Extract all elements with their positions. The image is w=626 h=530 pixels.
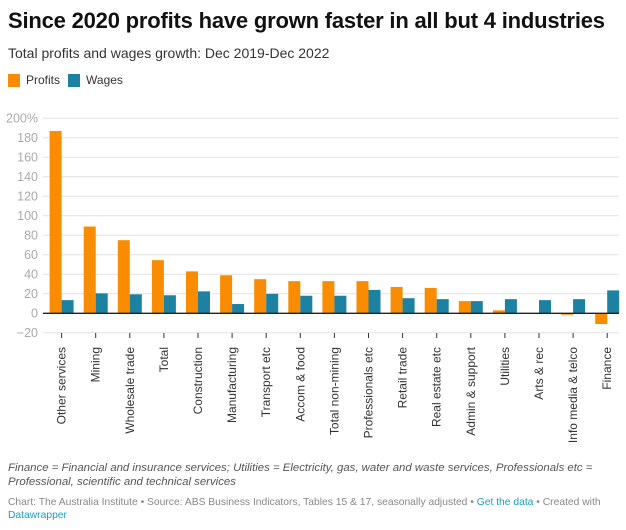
bar-profits [595, 313, 608, 325]
legend: Profits Wages [8, 73, 131, 87]
legend-swatch-wages [68, 73, 81, 87]
x-tick-label: Total [157, 347, 171, 372]
chart-notes: Finance = Financial and insurance servic… [8, 462, 593, 488]
bar-wages [163, 295, 176, 314]
bar-profits [288, 281, 301, 314]
bar-profits [458, 301, 471, 314]
x-tick-label: Mining [89, 347, 103, 382]
bar-wages [504, 299, 517, 314]
chart-title: Since 2020 profits have grown faster in … [8, 8, 605, 33]
bar-wages [334, 295, 347, 314]
y-tick-label: 40 [24, 267, 38, 281]
x-tick-label: Info media & telco [566, 347, 580, 443]
y-tick-label: 200% [6, 111, 38, 125]
x-axis: Other services Mining Wholesale trade Total… [55, 333, 614, 443]
datawrapper-link[interactable]: Datawrapper [8, 510, 67, 521]
bar-profits [322, 281, 335, 314]
bar-wages [436, 299, 449, 314]
bar-wages [470, 301, 483, 314]
x-tick-label: Utilities [498, 347, 512, 386]
bar-profits [49, 130, 62, 314]
x-tick-label: Finance [600, 347, 614, 390]
x-tick-label: Professionals etc [362, 347, 376, 438]
bar-wages [402, 298, 415, 314]
x-tick-label: Real estate etc [430, 347, 444, 427]
x-tick-label: Arts & rec [532, 347, 546, 400]
bar-wages [95, 293, 108, 314]
y-tick-label: 180 [17, 131, 38, 145]
bar-profits [186, 271, 198, 314]
x-tick-label: Transport etc [259, 347, 273, 417]
y-tick-label: 160 [17, 150, 38, 164]
y-tick-label: 20 [24, 287, 38, 301]
bar-profits [117, 240, 130, 314]
bar-wages [368, 289, 381, 314]
x-tick-label: Total non-mining [327, 347, 341, 435]
bar-wages [300, 295, 313, 314]
bar-wages [61, 300, 74, 314]
gridlines [43, 117, 619, 334]
legend-item-wages: Wages [68, 73, 123, 87]
bar-profits [561, 313, 574, 315]
bar-wages [129, 294, 142, 314]
bar-profits [151, 260, 164, 314]
y-tick-label: −20 [17, 326, 38, 340]
x-tick-label: Accom & food [293, 347, 307, 422]
bars [49, 130, 620, 325]
bar-wages [198, 291, 210, 314]
bar-wages [232, 304, 245, 314]
y-tick-label: 60 [24, 248, 38, 262]
bar-profits [254, 279, 267, 314]
created-with-text: • Created with [533, 497, 601, 508]
bar-profits [83, 226, 96, 314]
x-tick-label: Manufacturing [225, 347, 239, 423]
chart-credits: Chart: The Australia Institute • Source:… [8, 496, 620, 522]
bar-wages [607, 290, 620, 314]
x-tick-label: Admin & support [464, 346, 478, 435]
chart-subtitle: Total profits and wages growth: Dec 2019… [8, 45, 330, 61]
get-the-data-link[interactable]: Get the data [476, 497, 534, 508]
credit-text: Chart: The Australia Institute • Source:… [8, 497, 477, 508]
bar-profits [424, 287, 437, 314]
legend-label-profits: Profits [26, 73, 61, 87]
bar-wages [266, 293, 279, 314]
bar-chart: −20 0 20 40 60 80 100 120 140 160 180 200% Other se… [6, 111, 620, 443]
y-tick-label: 100 [17, 209, 38, 223]
x-tick-label: Other services [55, 347, 69, 424]
legend-swatch-profits [8, 73, 20, 87]
y-tick-label: 0 [31, 306, 38, 320]
bar-wages [573, 299, 586, 314]
y-tick-label: 140 [17, 170, 38, 184]
bar-profits [492, 310, 505, 314]
y-tick-label: 120 [17, 189, 38, 203]
x-tick-label: Retail trade [396, 347, 410, 409]
legend-label-wages: Wages [86, 73, 123, 87]
x-tick-label: Construction [191, 347, 205, 414]
bar-profits [220, 275, 233, 314]
legend-item-profits: Profits [8, 73, 60, 87]
y-tick-label: 80 [24, 228, 38, 242]
bar-wages [539, 300, 551, 314]
y-axis: −20 0 20 40 60 80 100 120 140 160 180 200% [6, 111, 38, 339]
bar-profits [356, 281, 369, 314]
bar-profits [390, 286, 403, 314]
x-tick-label: Wholesale trade [123, 347, 137, 434]
